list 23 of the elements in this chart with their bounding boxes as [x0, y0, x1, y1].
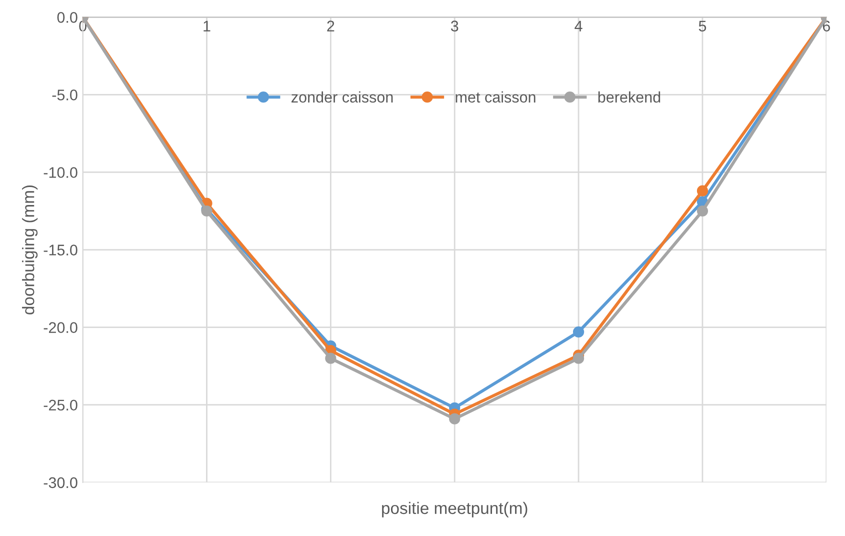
legend-label: zonder caisson: [292, 91, 393, 103]
legend-label: berekend: [598, 91, 660, 103]
point: [696, 185, 708, 196]
x-tick-label: 4: [574, 20, 582, 32]
y-axis-title: doorbuiging (mm): [22, 186, 38, 314]
x-tick-label: 2: [327, 20, 334, 32]
x-tick-label: 1: [204, 20, 210, 32]
point: [449, 413, 460, 424]
y-tick-label: -5.0: [52, 90, 78, 100]
point: [325, 352, 336, 364]
y-tick-label: -10.0: [44, 167, 78, 178]
x-tick-label: 3: [450, 20, 458, 32]
x-axis-title: positie meetpunt(m): [382, 502, 528, 518]
y-tick-label: 0.0: [57, 12, 78, 23]
y-tick-label: -15.0: [44, 244, 78, 256]
y-tick-label: -20.0: [44, 322, 78, 334]
y-tick-label: -25.0: [44, 400, 78, 411]
x-tick-label: 5: [698, 20, 706, 32]
point: [572, 352, 584, 364]
point: [696, 205, 708, 217]
point: [572, 326, 584, 338]
legend-label: met caisson: [456, 91, 536, 103]
y-tick-label: -30.0: [44, 477, 78, 488]
